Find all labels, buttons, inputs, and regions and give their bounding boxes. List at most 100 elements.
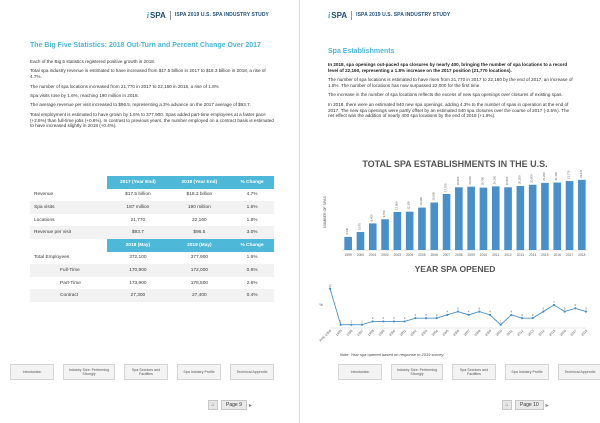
data-point [360,323,364,326]
table-row: Revenue $17.5 billion $18.3 billion 4.7% [30,189,274,202]
x-tick-label: 2003 [394,253,402,257]
point-data-label: 7 [553,300,555,304]
section-nav: Introduction Industry Size: Performing S… [10,364,283,380]
bar-data-label: 22,160 [579,170,583,178]
point-data-label: 2 [372,316,374,320]
chart-bar [479,187,488,250]
point-data-label: 3 [532,313,534,317]
point-data-label: 1 [361,320,363,324]
page-controls: ⌂ Page 9 ▸ [208,399,252,411]
table-cell: 377,900 [190,255,209,261]
section-body: In 2018, spa openings out-paced spa clos… [328,62,576,123]
home-icon[interactable]: ⌂ [208,400,218,410]
x-tick-label: 2015 [541,253,549,257]
table-cell: $18.3 billion [186,192,213,198]
section-nav: Introduction Industry Size: Performing S… [338,364,600,380]
chart-bar [455,187,463,250]
point-data-label: 12 [328,283,332,287]
x-tick-label: 1999 [344,253,352,257]
data-point [350,323,353,326]
row-label: Total Employees [34,255,70,261]
chart1-title: TOTAL SPA ESTABLISHMENTS IN THE U.S. [362,159,548,169]
chart-bar [578,179,586,250]
chart-bar [356,232,365,250]
paragraph: Spa visits rose by 1.6%, reaching 190 mi… [30,92,139,98]
nav-industry-size[interactable]: Industry Size: Performing Strongly [391,364,443,380]
chart-bar [442,193,451,250]
paragraph: In 2018, there were an estimated 940 new… [328,101,570,119]
table-cell: $96.5 [168,226,231,239]
table-header-cell: 2017 (Year End) [107,176,169,189]
point-data-label: 3 [521,313,523,317]
x-tick-label: 2009 [467,253,475,257]
paragraph: Each of the Big 5 statistics registered … [30,59,156,64]
point-data-label: 5 [564,306,566,310]
point-data-label: 4 [489,310,491,314]
logo-word: SPA [331,10,348,20]
data-point [339,323,342,326]
chart-bar [467,186,475,250]
y-axis-label: % [319,302,323,307]
x-tick-label: 2018 [578,253,586,257]
nav-introduction[interactable]: Introduction [338,364,382,380]
table-header-cell [30,176,108,189]
data-point [499,323,502,326]
chart-bar [368,223,377,250]
x-tick-label: 2011 [492,253,499,257]
bar-data-label: 21,200 [542,172,546,181]
logo-mark: i [328,10,331,20]
bar-data-label: 5,675 [357,223,361,230]
nav-introduction[interactable]: Introduction [10,364,54,380]
table-row: Part-Time 173,900 178,500 2.6% [30,277,274,290]
paragraph: The average revenue per visit increased … [30,102,251,108]
chart-bar [516,186,525,250]
header-divider [351,10,353,20]
bar-data-label: 15,000 [431,192,435,201]
nav-technical-appendix[interactable]: Technical Appendix [230,364,274,380]
table-header-cell: 2018 (May) [107,238,169,252]
bar-data-label: 20,100 [493,175,497,184]
study-title: ISPA 2019 U.S. SPA INDUSTRY STUDY [174,12,269,18]
nav-technical-appendix[interactable]: Technical Appendix [558,364,600,380]
lead-paragraph: In 2018, spa openings out-paced spa clos… [328,62,568,73]
nav-spa-industry-profile[interactable]: Spa Industry Profile [177,364,221,380]
x-tick-label: 2016 [554,253,562,257]
x-tick-label: 2007 [463,329,471,337]
table-row: Locations 21,770 22,160 1.8% [30,214,274,227]
data-point [531,317,534,320]
home-icon[interactable]: ⌂ [502,400,512,410]
table-row: Contract 27,300 27,400 0.4% [30,289,274,302]
page-header: i SPA ISPA 2019 U.S. SPA INDUSTRY STUDY [328,9,450,21]
bar-data-label: 19,700 [480,177,484,186]
x-tick-label: 1997 [356,329,364,337]
data-point [446,313,449,316]
bar-data-label: 19,800 [505,176,509,185]
table-cell: 1.6% [246,255,258,261]
table-cell: 372,100 [129,255,147,261]
x-tick-label: 2001 [399,329,407,337]
point-data-label: 5 [479,306,481,310]
x-tick-label: 2014 [538,329,546,337]
nav-spa-services[interactable]: Spa Services and Facilities [452,364,496,380]
data-point [424,317,428,320]
section-title: The Big Five Statistics: 2018 Out-Turn a… [30,42,261,49]
x-tick-label: 2002 [410,329,418,337]
point-data-label: 1 [340,320,342,324]
table-row: Revenue per visit $93.7 $96.5 3.0% [30,226,274,239]
next-page-icon[interactable]: ▸ [545,402,549,409]
data-point [392,320,396,323]
nav-industry-size[interactable]: Industry Size: Performing Strongly [63,364,115,380]
table-row: Full-Time 170,900 172,000 0.6% [30,264,274,277]
nav-spa-industry-profile[interactable]: Spa Industry Profile [505,364,549,380]
point-data-label: 5 [543,306,545,310]
study-title: ISPA 2019 U.S. SPA INDUSTRY STUDY [356,12,451,18]
table-cell: 21,770 [130,217,146,223]
nav-spa-services[interactable]: Spa Services and Facilities [124,364,168,380]
x-tick-label: 2015 [548,329,556,337]
logo-word: SPA [149,10,166,20]
row-label: Spa visits [30,201,108,214]
x-tick-label: 2000 [388,329,396,337]
next-page-icon[interactable]: ▸ [248,402,252,409]
table-cell: 1.6% [230,201,274,214]
point-data-label: 6 [575,303,577,307]
